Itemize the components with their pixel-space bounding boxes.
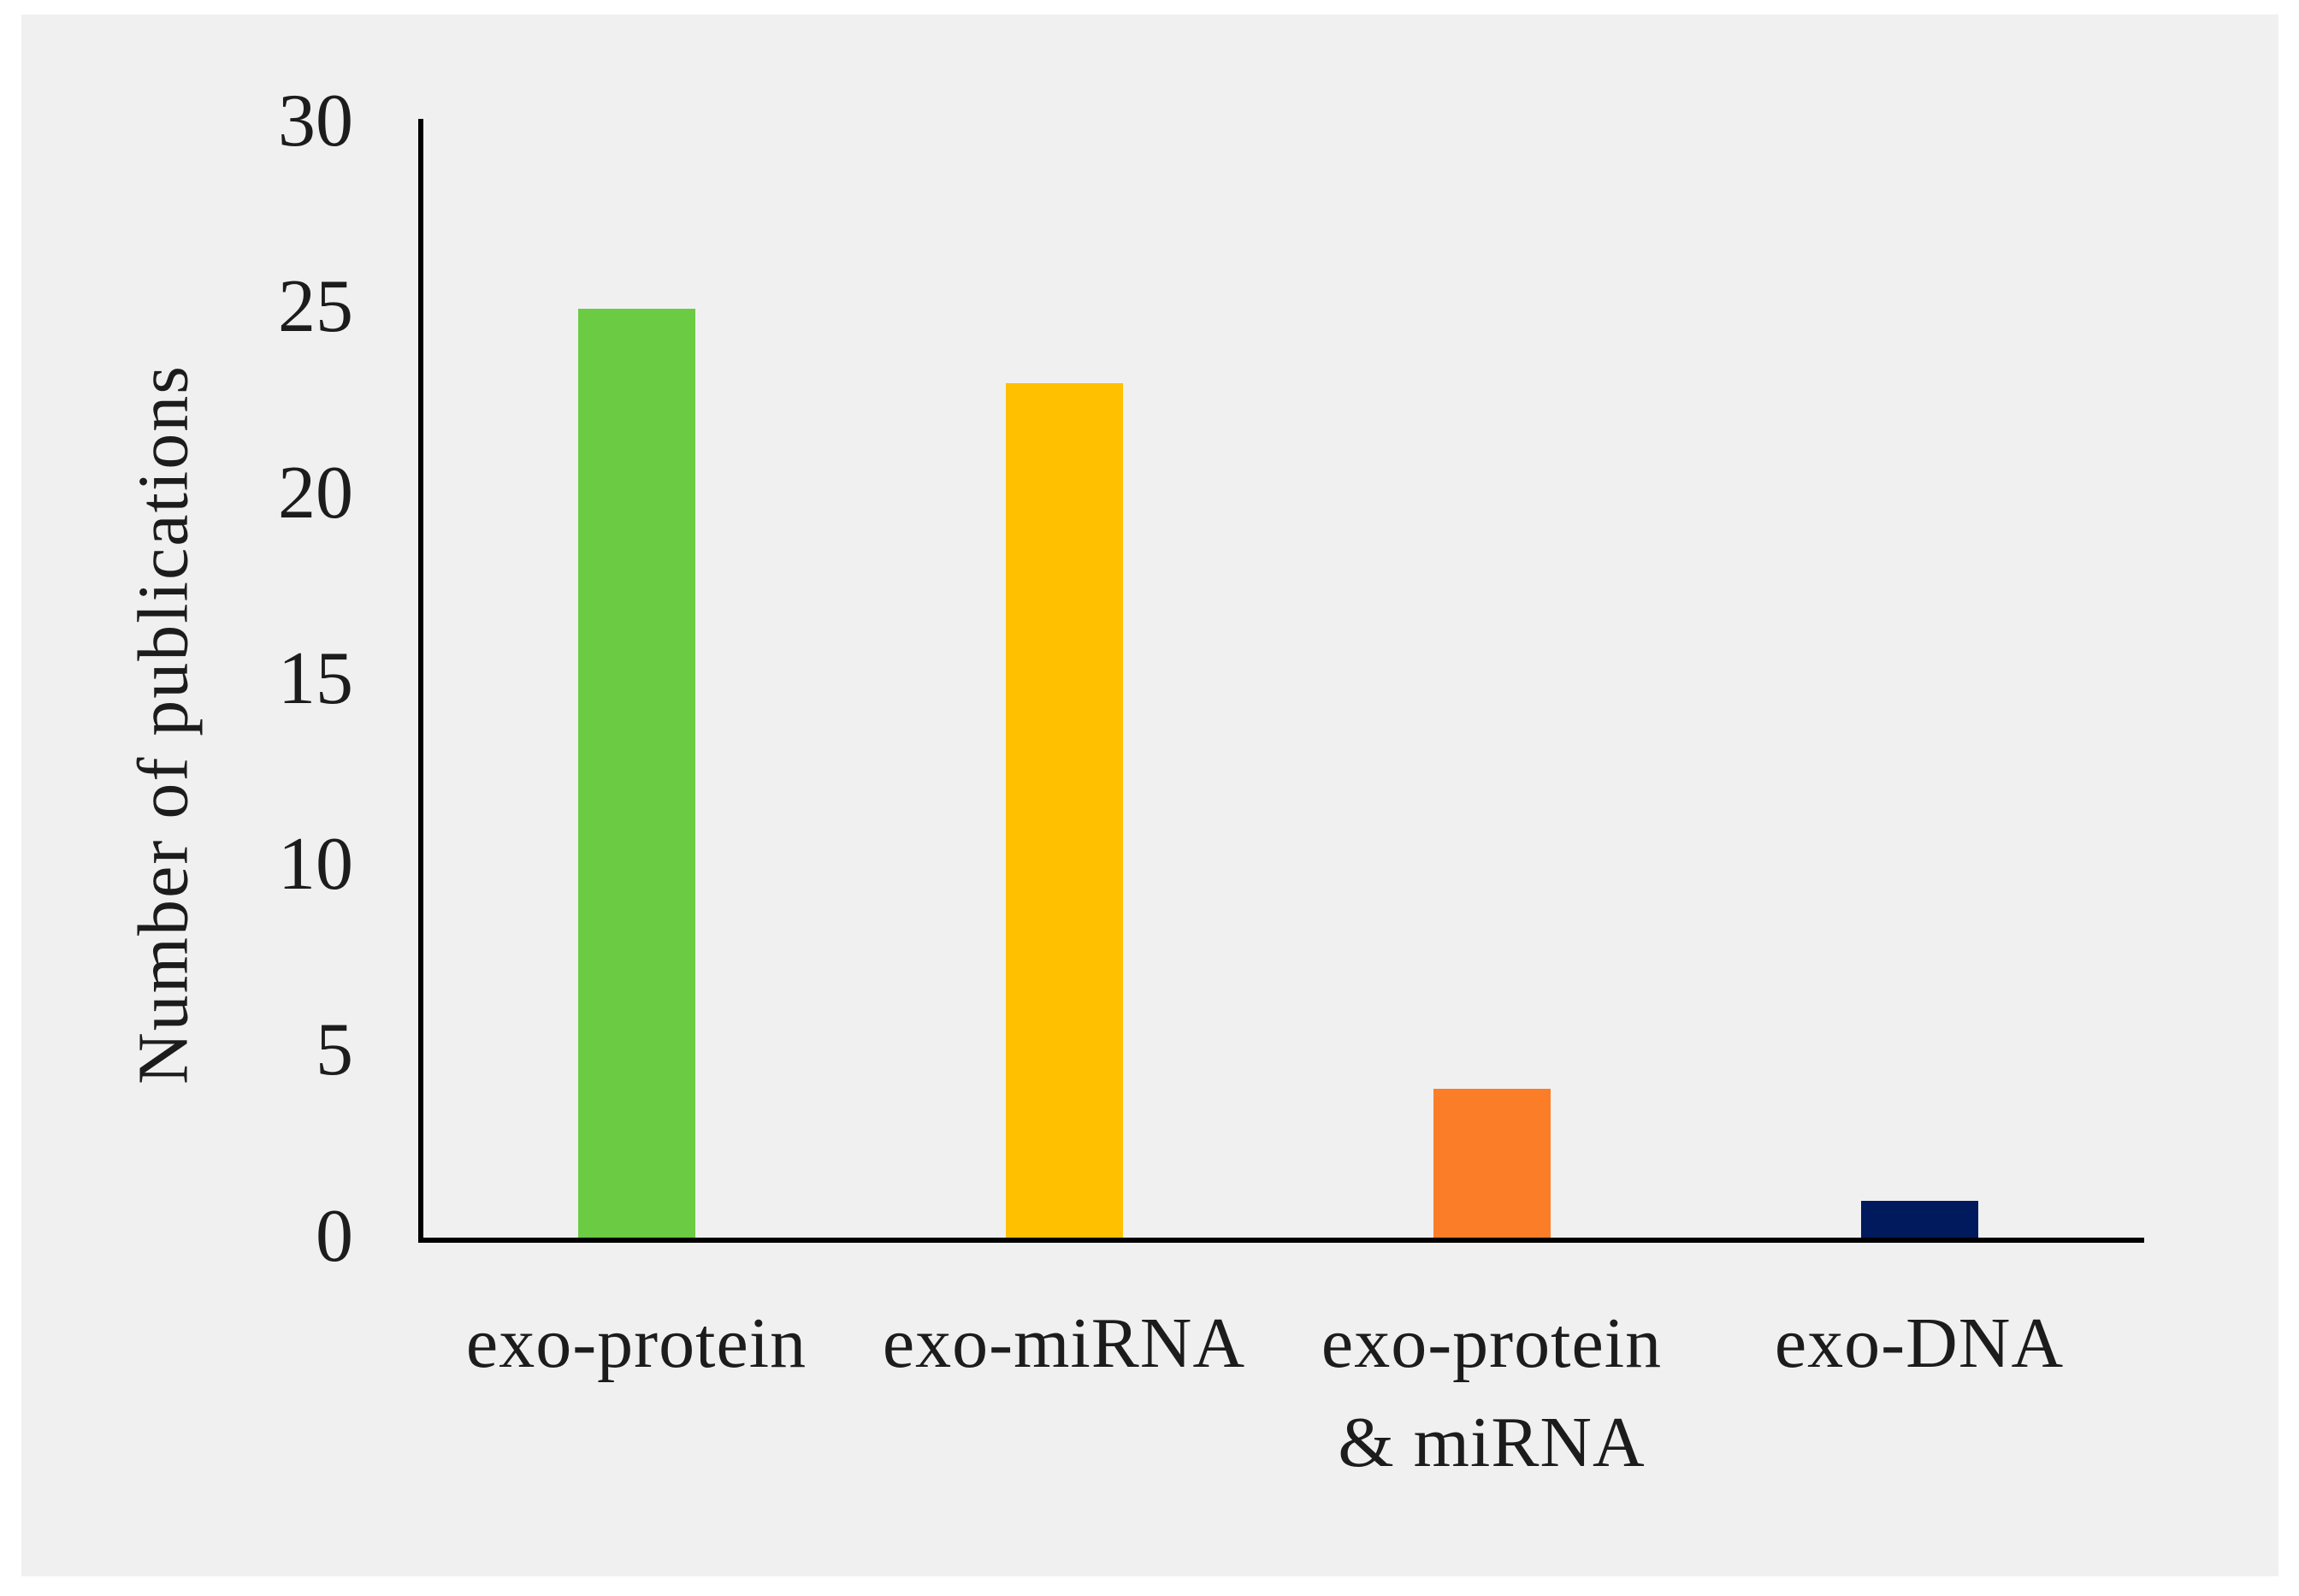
chart-panel: Number of publications 0 5 10 15 20 25 30 exo-…: [21, 15, 2278, 1576]
x-label-exo-dna: exo-DNA: [1680, 1294, 2159, 1393]
x-label-exo-mirna: exo-miRNA: [824, 1294, 1303, 1393]
bar-exo-protein: [578, 309, 695, 1238]
y-tick-label-15: 15: [278, 636, 353, 720]
x-label-line: exo-DNA: [1774, 1303, 2065, 1383]
x-label-exo-protein: exo-protein: [397, 1294, 876, 1393]
y-tick-label-10: 10: [278, 823, 353, 906]
y-tick-label-0: 0: [316, 1194, 353, 1278]
x-label-line: & miRNA: [1338, 1402, 1646, 1482]
y-tick-label-20: 20: [278, 451, 353, 535]
x-label-line: exo-protein: [465, 1303, 807, 1383]
bar-exo-dna: [1861, 1201, 1978, 1238]
x-axis-line: [418, 1238, 2144, 1243]
y-axis-line: [418, 119, 423, 1243]
bar-exo-protein-mirna: [1433, 1089, 1551, 1238]
x-label-line: exo-protein: [1321, 1303, 1663, 1383]
y-tick-label-30: 30: [278, 80, 353, 163]
bar-exo-mirna: [1006, 383, 1123, 1238]
x-label-exo-protein-mirna: exo-protein & miRNA: [1252, 1294, 1731, 1493]
x-label-line: exo-miRNA: [882, 1303, 1246, 1383]
y-tick-label-25: 25: [278, 265, 353, 349]
y-tick-label-5: 5: [316, 1008, 353, 1092]
